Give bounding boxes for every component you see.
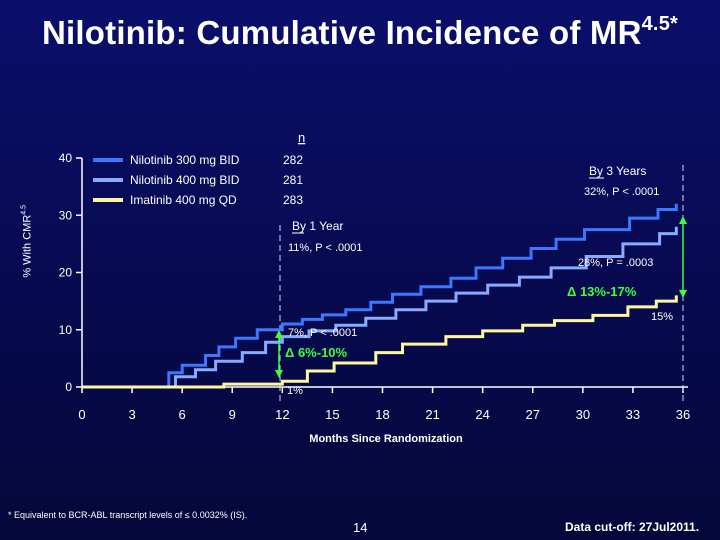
legend-label-nilotinib-300: Nilotinib 300 mg BID <box>130 153 240 167</box>
x-tick-label: 15 <box>325 407 339 422</box>
x-tick-label: 3 <box>128 407 135 422</box>
series-line-nilotinib-300 <box>82 203 678 389</box>
x-tick-label: 36 <box>676 407 690 422</box>
legend-n-nilotinib-300: 282 <box>283 153 303 167</box>
legend: n Nilotinib 300 mg BID Nilotinib 400 mg … <box>93 130 305 207</box>
x-tick-label: 18 <box>375 407 389 422</box>
annotation-p-7: 7%, P < .0001 <box>288 327 357 339</box>
legend-n-nilotinib-400: 281 <box>283 173 303 187</box>
delta-arrow-head-bottom-1y <box>275 370 283 378</box>
legend-n-imatinib-400: 283 <box>283 193 303 207</box>
series-line-nilotinib-400 <box>82 226 678 389</box>
legend-n-header: n <box>298 130 305 145</box>
legend-label-imatinib-400: Imatinib 400 mg QD <box>130 193 237 207</box>
x-tick-label: 33 <box>626 407 640 422</box>
y-tick-label: 30 <box>59 208 73 222</box>
x-tick-label: 24 <box>475 407 489 422</box>
x-tick-label: 30 <box>576 407 590 422</box>
annotation-by-1-year: By 1 Year <box>292 219 343 233</box>
annotation-p-11: 11%, P < .0001 <box>288 242 363 254</box>
data-cutoff: Data cut-off: 27Jul2011. <box>565 520 700 534</box>
delta-arrow-head-top-3y <box>679 216 687 224</box>
x-tick-label: 9 <box>229 407 236 422</box>
footnote: * Equivalent to BCR-ABL transcript level… <box>8 510 248 520</box>
y-tick-label: 40 <box>59 151 73 165</box>
x-tick-label: 21 <box>425 407 439 422</box>
series-line-imatinib-400 <box>82 295 678 389</box>
legend-label-nilotinib-400: Nilotinib 400 mg BID <box>130 173 240 187</box>
x-tick-label: 12 <box>275 407 289 422</box>
delta-arrow-head-bottom-3y <box>679 290 687 298</box>
x-axis-label: Months Since Randomization <box>309 433 463 445</box>
annotation-p-28: 28%, P = .0003 <box>578 257 653 269</box>
page-title: Nilotinib: Cumulative Incidence of MR4.5… <box>42 13 678 51</box>
x-tick-label: 6 <box>179 407 186 422</box>
annotation-p-32: 32%, P < .0001 <box>584 186 659 198</box>
y-tick-label: 20 <box>59 266 73 280</box>
annotation-delta-1-year: Δ 6%-10% <box>285 345 348 360</box>
annotation-by-3-years: By 3 Years <box>589 164 646 178</box>
y-tick-label: 10 <box>59 323 73 337</box>
page-number: 14 <box>353 520 368 535</box>
annotation-p-15: 15% <box>651 311 673 323</box>
delta-arrow-head-top-1y <box>275 330 283 338</box>
annotation-p-1: 1% <box>287 385 303 397</box>
y-tick-label: 0 <box>65 380 72 394</box>
x-tick-label: 27 <box>526 407 540 422</box>
x-tick-label: 0 <box>78 407 85 422</box>
annotation-delta-3-years: Δ 13%-17% <box>567 284 637 299</box>
